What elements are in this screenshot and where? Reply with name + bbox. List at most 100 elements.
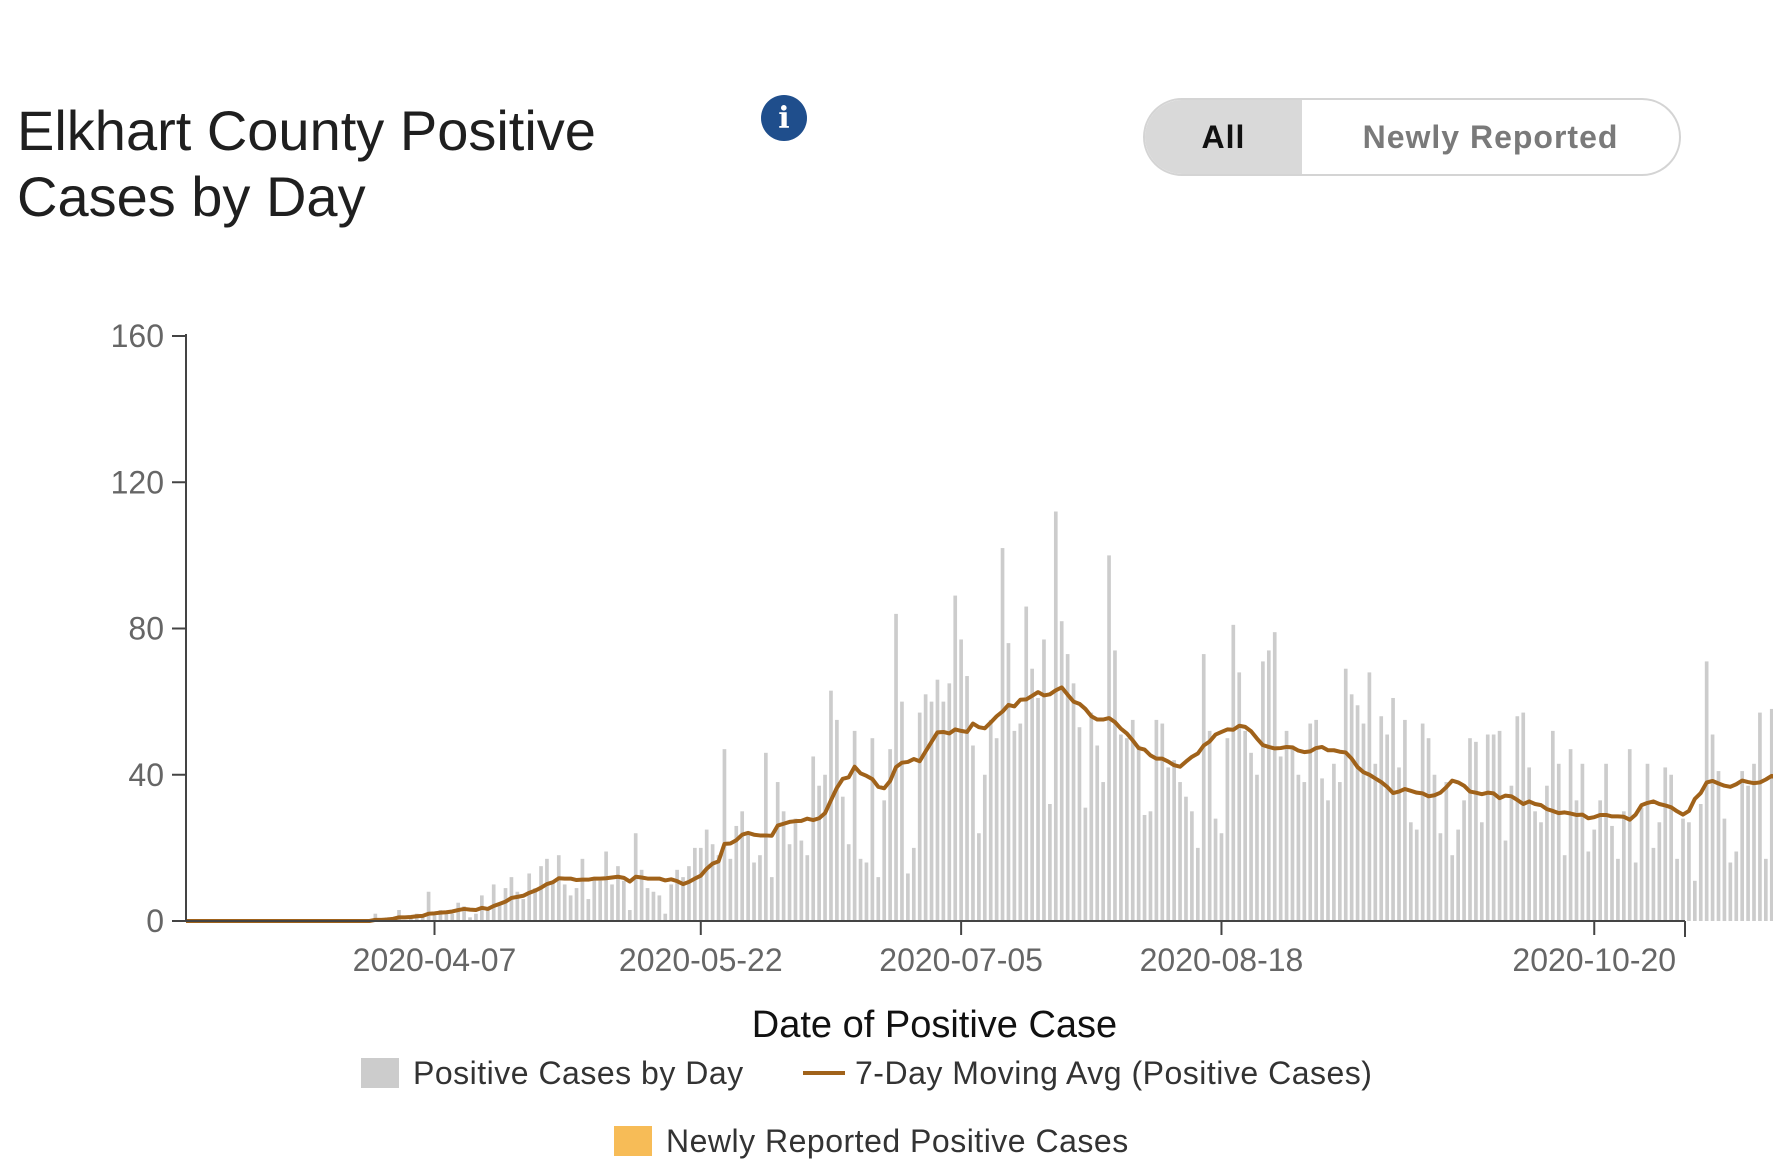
daily-cases-bar: [900, 701, 904, 922]
daily-cases-bar: [1083, 807, 1088, 921]
daily-cases-bar: [1397, 767, 1401, 921]
daily-cases-bar: [639, 869, 644, 921]
daily-cases-bar: [1545, 785, 1549, 921]
daily-cases-bar: [1243, 730, 1247, 922]
toggle-newly-reported-button[interactable]: Newly Reported: [1362, 118, 1619, 155]
daily-cases-bar: [1178, 782, 1182, 921]
daily-cases-bar: [1752, 763, 1756, 921]
daily-cases-bar: [616, 866, 620, 921]
view-toggle: All Newly Reported: [1143, 98, 1681, 176]
daily-cases-bar: [533, 888, 537, 921]
daily-cases-bar: [1758, 712, 1762, 921]
daily-cases-bar: [1503, 840, 1508, 921]
daily-cases-bar: [1639, 807, 1644, 921]
daily-cases-bar: [1769, 708, 1773, 921]
daily-cases-bar: [1255, 774, 1259, 921]
daily-cases-bar: [1633, 862, 1638, 921]
daily-cases-bar: [586, 899, 591, 921]
daily-cases-bar: [1485, 734, 1490, 921]
daily-cases-bar: [1261, 661, 1265, 921]
daily-cases-bar: [858, 858, 863, 921]
daily-cases-bar: [1119, 734, 1123, 921]
daily-cases-bar: [1036, 697, 1040, 921]
daily-cases-bar: [1095, 745, 1100, 921]
daily-cases-bar: [663, 913, 668, 921]
daily-cases-bar: [438, 910, 443, 921]
chart-legend: Positive Cases by Day 7-Day Moving Avg (P…: [361, 1055, 1372, 1159]
daily-cases-bar: [1403, 719, 1407, 921]
legend-swatch-newly-reported: [614, 1126, 652, 1156]
daily-cases-bar: [1237, 672, 1242, 922]
daily-cases-bar: [1272, 632, 1277, 921]
daily-cases-bar: [1148, 811, 1153, 921]
daily-cases-bar: [1586, 851, 1591, 921]
page-title: Elkhart County Positive Cases by Day: [17, 99, 596, 228]
info-icon[interactable]: i: [761, 95, 807, 141]
daily-cases-bar: [1249, 752, 1253, 921]
daily-cases-bar: [1474, 741, 1478, 921]
daily-cases-bar: [444, 913, 449, 921]
daily-cases-bar: [1687, 822, 1691, 921]
daily-cases-bar: [947, 683, 952, 921]
daily-cases-bar: [1136, 745, 1141, 921]
daily-cases-bar: [716, 855, 721, 921]
daily-cases-bar: [1284, 730, 1289, 922]
daily-cases-bar: [1201, 654, 1206, 921]
daily-cases-bar: [1450, 855, 1455, 921]
daily-cases-bar: [1610, 825, 1614, 921]
daily-cases-bar: [1491, 734, 1496, 921]
daily-cases-bar: [1556, 763, 1561, 921]
daily-cases-bar: [420, 917, 425, 921]
daily-cases-bar: [769, 877, 774, 922]
daily-cases-bar: [1373, 763, 1378, 921]
daily-cases-bar: [1184, 796, 1188, 921]
daily-cases-bar: [1332, 763, 1336, 921]
daily-cases-bar: [515, 891, 520, 921]
daily-cases-bar: [971, 745, 975, 921]
daily-cases-bar: [592, 877, 597, 922]
daily-cases-bar: [1048, 804, 1052, 921]
bars-layer: [373, 511, 1773, 922]
daily-cases-bar: [1420, 723, 1425, 921]
toggle-all-button[interactable]: All: [1145, 100, 1302, 174]
daily-cases-bar: [911, 847, 916, 922]
daily-cases-bar: [1704, 661, 1709, 921]
daily-cases-bar: [1166, 767, 1171, 921]
daily-cases-bar: [805, 855, 810, 921]
daily-cases-bar: [1231, 624, 1236, 921]
daily-cases-bar: [1379, 716, 1384, 921]
daily-cases-bar: [817, 785, 821, 921]
daily-cases-bar: [450, 913, 455, 921]
daily-cases-bar: [1361, 723, 1366, 921]
daily-cases-bar: [604, 851, 608, 921]
daily-cases-bar: [988, 719, 993, 921]
daily-cases-bar: [409, 917, 413, 921]
x-tick-label: 2020-07-05: [879, 942, 1043, 978]
daily-cases-bar: [1266, 650, 1271, 921]
daily-cases-bar: [758, 855, 762, 921]
daily-cases-bar: [687, 866, 691, 921]
daily-cases-bar: [681, 877, 685, 922]
daily-cases-bar: [1012, 730, 1017, 922]
daily-cases-bar: [710, 844, 715, 921]
daily-cases-bar: [1580, 763, 1585, 921]
daily-cases-bar: [1509, 785, 1514, 921]
daily-cases-bar: [1462, 800, 1466, 921]
daily-cases-bar: [1550, 730, 1555, 922]
daily-cases-bar: [823, 774, 827, 921]
daily-cases-bar: [1426, 738, 1431, 921]
daily-cases-bar: [1337, 782, 1342, 921]
legend-swatch-daily: [361, 1058, 399, 1088]
daily-cases-bar: [1142, 814, 1147, 921]
daily-cases-bar: [775, 782, 780, 921]
daily-cases-bar: [1213, 818, 1218, 922]
y-tick-label: 120: [111, 464, 164, 500]
daily-cases-bar: [982, 774, 987, 921]
daily-cases-bar: [1314, 719, 1318, 921]
daily-cases-bar: [1693, 880, 1697, 921]
daily-cases-bar: [1734, 851, 1739, 921]
x-axis-title: Date of Positive Case: [752, 1004, 1117, 1046]
daily-cases-bar: [1408, 822, 1413, 921]
daily-cases-bar: [1645, 763, 1650, 921]
legend-label-moving-avg: 7-Day Moving Avg (Positive Cases): [855, 1055, 1372, 1091]
